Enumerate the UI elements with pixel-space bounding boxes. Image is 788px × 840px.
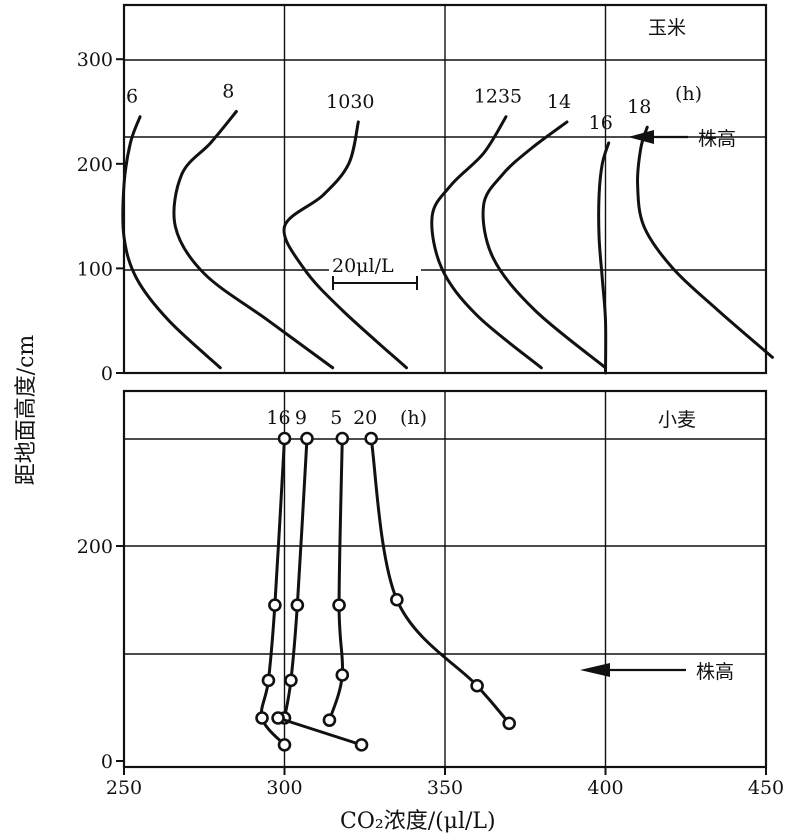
wheat-y-ticks: 0 200 (77, 536, 124, 773)
corn-series-label-8: 8 (222, 81, 234, 103)
wheat-grid (124, 391, 766, 767)
corn-curves (121, 110, 774, 375)
wheat-series-labels: 16 9 5 20 (266, 407, 377, 429)
corn-y-tick-label: 300 (77, 49, 113, 71)
wheat-series-16-point (268, 598, 282, 612)
corn-height-arrow-icon (628, 130, 654, 144)
wheat-plant-height-label: 株高 (696, 661, 734, 683)
wheat-y-tick-label: 200 (77, 536, 113, 558)
wheat-series-5-line (327, 437, 345, 722)
corn-series-labels: 6 8 1030 1235 14 16 18 (126, 81, 651, 134)
wheat-panel-title: 小麦 (658, 409, 696, 431)
corn-series-label-6: 6 (126, 86, 138, 108)
wheat-series-16-line (259, 437, 286, 747)
corn-time-unit-label: (h) (675, 83, 702, 105)
wheat-series-9-point (300, 431, 314, 446)
corn-series-6-line (121, 115, 222, 370)
x-tick-label: 450 (748, 777, 784, 799)
corn-grid (124, 5, 766, 373)
x-tick-label: 350 (427, 777, 463, 799)
corn-series-1030-line (282, 120, 408, 370)
wheat-series-16-point (261, 673, 276, 688)
corn-series-16-line (597, 141, 611, 375)
corn-plant-height-marker: 株高 (628, 128, 736, 150)
scale-bar-background (329, 252, 421, 278)
x-tick-label: 300 (266, 777, 302, 799)
corn-panel-title: 玉米 (648, 17, 686, 39)
corn-y-tick-label: 0 (101, 363, 113, 385)
x-axis-title: CO₂浓度/(μl/L) (340, 809, 496, 834)
wheat-extra-point (354, 738, 369, 752)
corn-plant-height-label: 株高 (698, 128, 736, 150)
scale-bar: 20μl/L (329, 252, 421, 290)
wheat-series-5-point (322, 713, 337, 727)
wheat-series-5-point (335, 668, 350, 682)
wheat-curves (255, 431, 517, 752)
wheat-series-16-point (277, 738, 292, 752)
wheat-series-label-20: 20 (353, 407, 377, 429)
corn-series-label-1030: 1030 (326, 91, 374, 113)
wheat-panel: 小麦 0 200 16 9 5 20 (h) 株高 (77, 389, 768, 773)
corn-series-label-18: 18 (627, 96, 651, 118)
wheat-series-9-point (290, 598, 305, 612)
wheat-series-16-point (255, 711, 269, 725)
wheat-series-20-point (502, 716, 517, 731)
corn-series-label-1235: 1235 (474, 86, 522, 108)
x-tick-label: 400 (587, 777, 623, 799)
wheat-y-tick-label: 0 (101, 751, 113, 773)
corn-series-14-line (481, 120, 607, 370)
wheat-plant-height-marker: 株高 (580, 661, 734, 683)
corn-y-tick-label: 200 (77, 154, 113, 176)
corn-series-8-line (172, 110, 335, 370)
corn-series-label-16: 16 (589, 112, 613, 134)
corn-series-1235-line (430, 115, 543, 370)
wheat-series-20-point (364, 431, 378, 446)
corn-y-tick-label: 100 (77, 258, 113, 280)
x-tick-label: 250 (106, 777, 142, 799)
wheat-series-9-line (283, 437, 309, 720)
wheat-series-5-point (335, 431, 350, 446)
wheat-series-20-point (390, 592, 404, 607)
wheat-series-5-point (332, 598, 346, 612)
x-axis-ticks: 250 300 350 400 450 (106, 767, 784, 799)
y-axis-title: 距地面高度/cm (14, 335, 39, 486)
corn-panel: 玉米 0 100 200 300 6 8 1030 1235 14 16 18 (h) 株高 20… (77, 3, 774, 385)
wheat-series-9-point (284, 673, 298, 688)
corn-y-ticks: 0 100 200 300 (77, 49, 124, 385)
wheat-series-label-16: 16 (266, 407, 290, 429)
wheat-series-20-point (470, 678, 484, 693)
corn-series-label-14: 14 (547, 91, 571, 113)
corn-series-18-line (636, 125, 774, 359)
wheat-series-label-9: 9 (295, 407, 307, 429)
scale-bar-label: 20μl/L (332, 255, 394, 277)
wheat-height-arrow-icon (580, 663, 610, 677)
wheat-extra-point (271, 711, 285, 725)
wheat-series-20-line (369, 437, 511, 725)
wheat-time-unit-label: (h) (400, 407, 427, 429)
wheat-series-16-point (277, 431, 292, 446)
wheat-series-label-5: 5 (330, 407, 342, 429)
wheat-extra-segment (276, 716, 364, 747)
